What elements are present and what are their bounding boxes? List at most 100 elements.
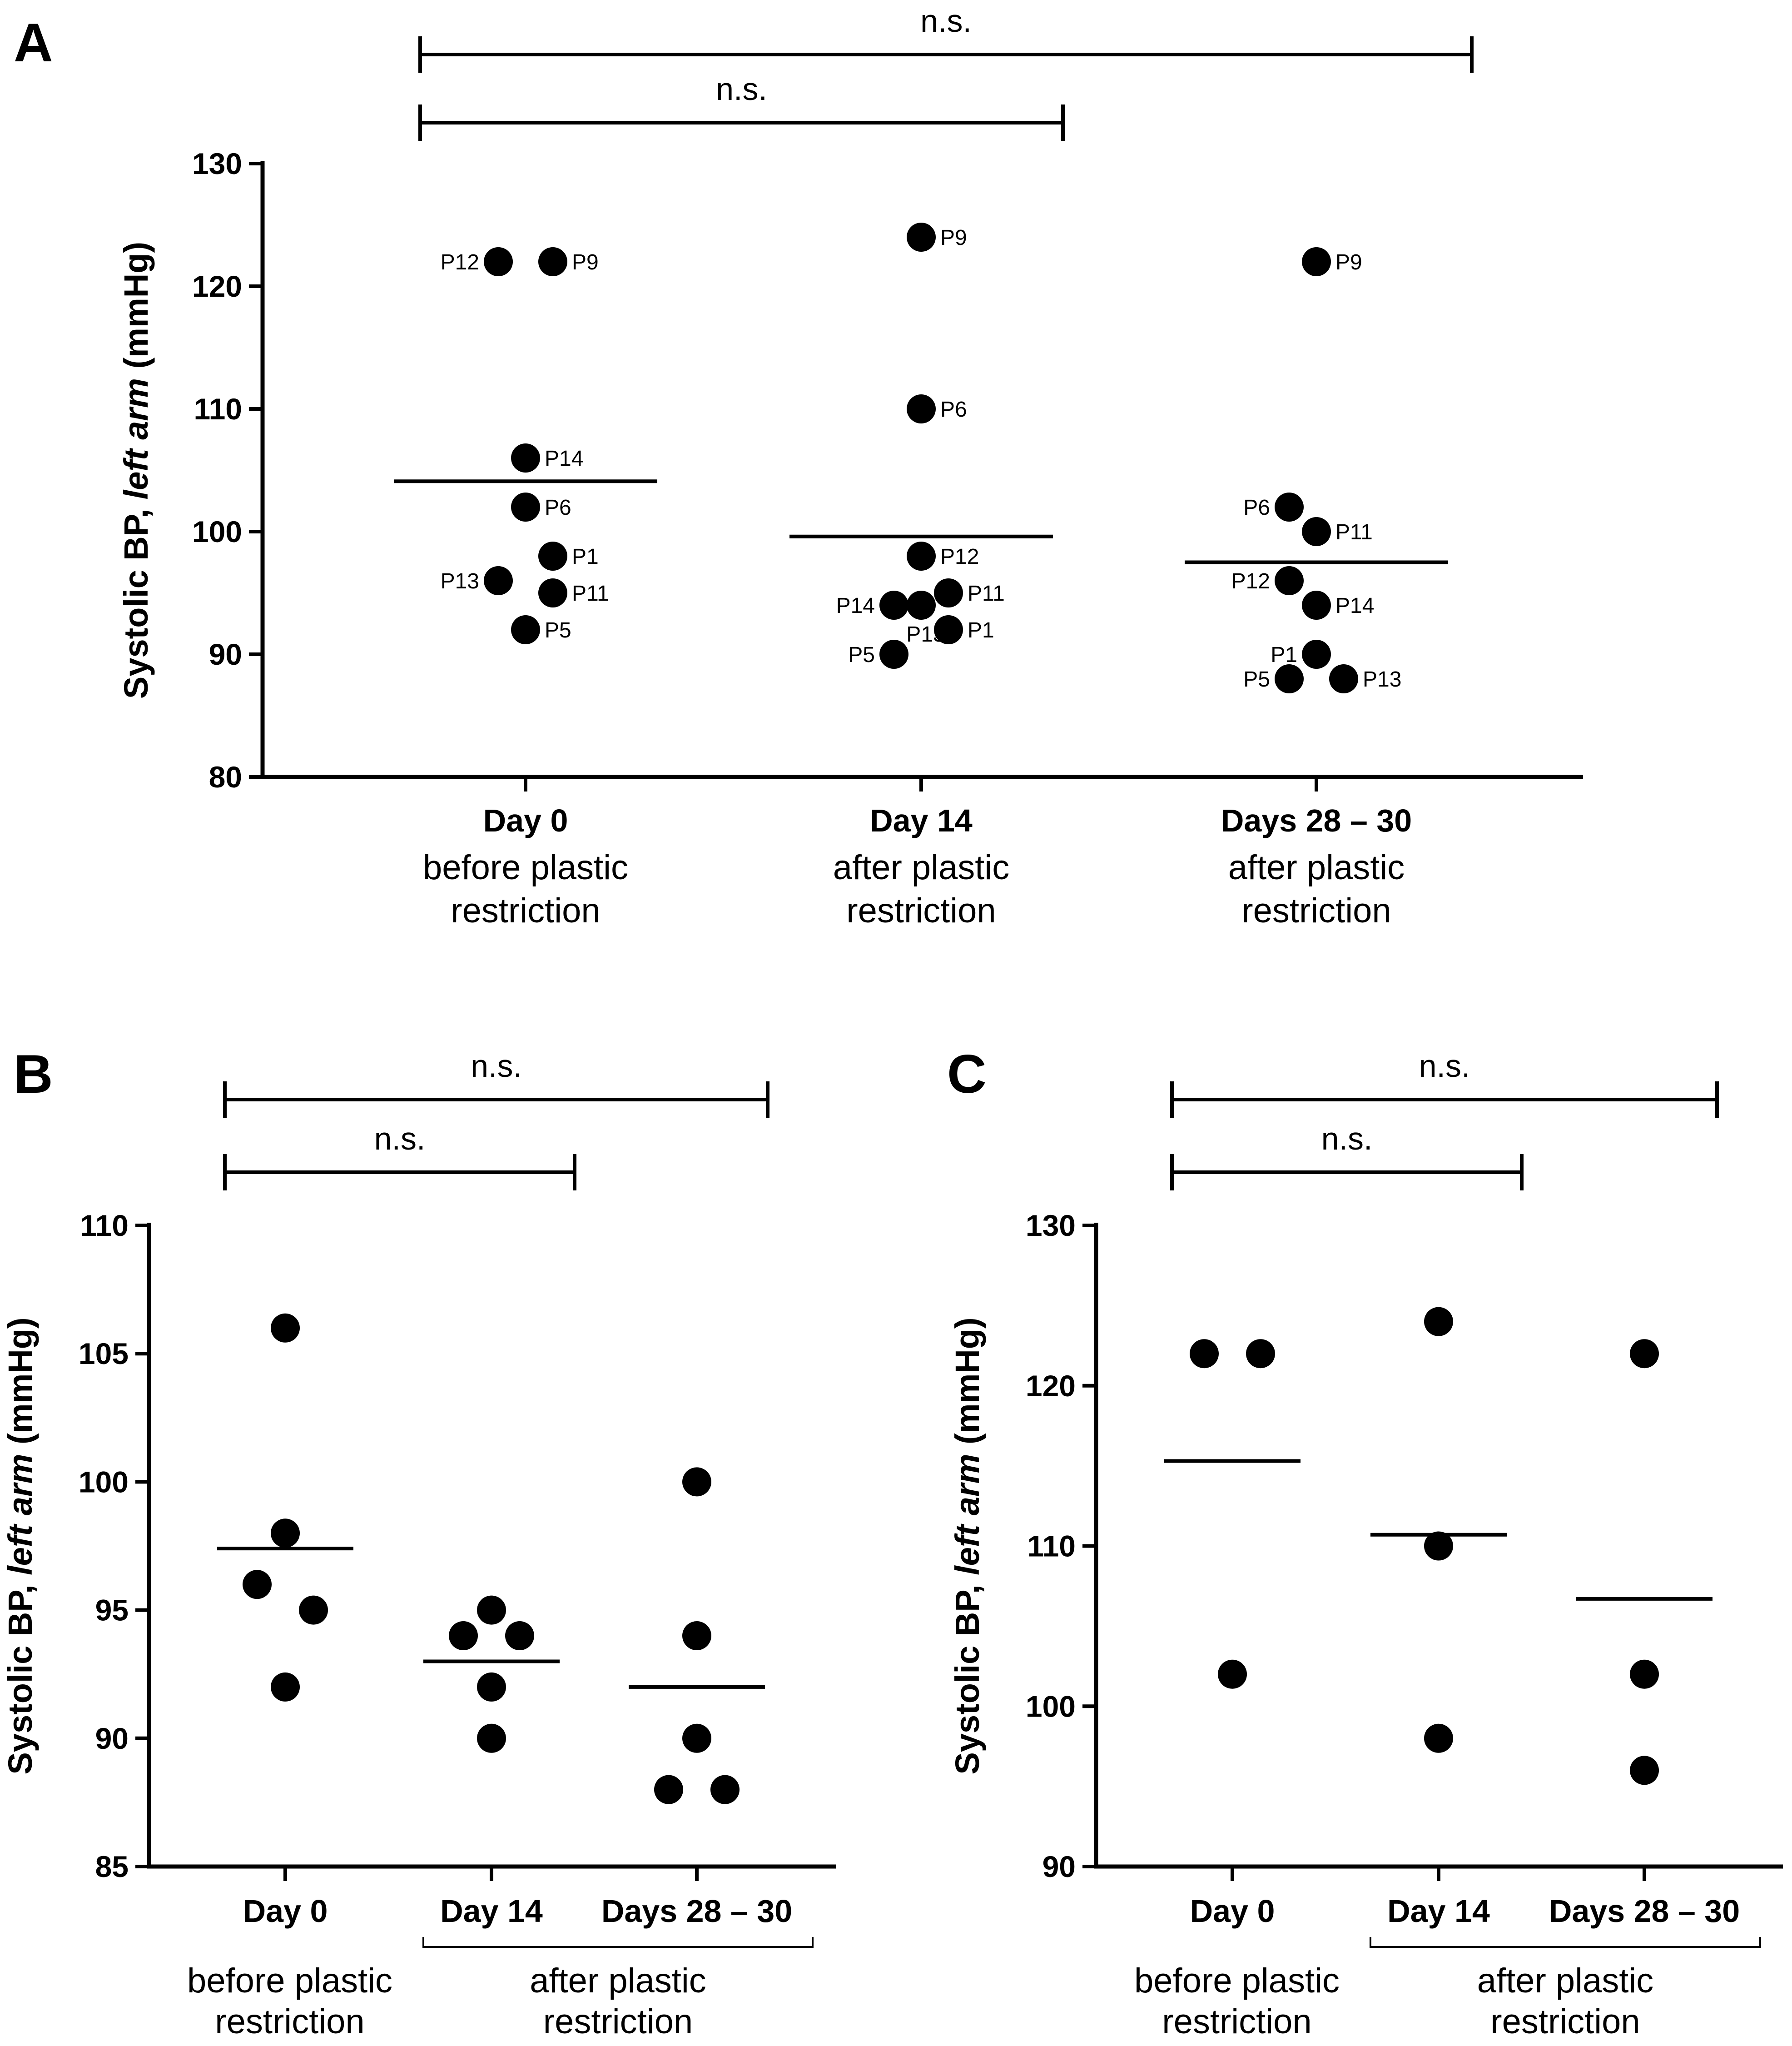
group-bracket	[1370, 1937, 1761, 1948]
point-label: P9	[1335, 250, 1362, 274]
point-label: P14	[545, 447, 583, 471]
data-point	[511, 493, 540, 522]
data-point	[907, 591, 936, 620]
data-point	[477, 1672, 506, 1702]
x-category-sublabel: before plastic	[423, 848, 628, 887]
group-label: restriction	[1490, 2002, 1640, 2041]
data-point	[1630, 1339, 1659, 1369]
data-point	[1302, 517, 1331, 546]
data-point	[505, 1621, 534, 1651]
data-point	[511, 615, 540, 644]
data-point	[449, 1621, 478, 1651]
point-label: P6	[1243, 496, 1270, 520]
point-label: P11	[572, 582, 609, 606]
data-point	[1302, 591, 1331, 620]
y-tick-label: 110	[80, 1209, 129, 1242]
x-category-label: Day 0	[243, 1893, 328, 1929]
y-axis-label-prefix: Systolic BP,	[117, 499, 155, 699]
significance-label: n.s.	[471, 1048, 522, 1084]
group-label: restriction	[543, 2002, 693, 2041]
y-axis-label-italic: left arm	[948, 1454, 986, 1575]
group-label: before plastic	[1134, 1961, 1340, 2000]
x-category-label: Days 28 – 30	[601, 1893, 792, 1929]
y-axis-label: Systolic BP, left arm (mmHg)	[1, 1317, 39, 1774]
data-point	[1424, 1531, 1453, 1561]
point-label: P5	[848, 643, 875, 667]
data-point	[907, 223, 936, 252]
data-point	[879, 591, 908, 620]
point-label: P1	[968, 618, 994, 642]
point-label: P13	[1363, 667, 1401, 692]
data-point	[654, 1775, 683, 1804]
data-point	[538, 247, 567, 276]
point-label: P12	[940, 545, 979, 569]
data-point	[1246, 1339, 1275, 1369]
panel-a: A 80 90 100 110 120 130 Systolic BP, left arm (…	[14, 3, 1583, 930]
data-point	[477, 1595, 506, 1625]
panel-b: B 85 90 95 100 105 110 Systolic BP, left arm (m…	[1, 1044, 836, 2041]
significance-label: n.s.	[920, 3, 972, 39]
point-label: P14	[836, 594, 875, 618]
data-point	[243, 1570, 272, 1599]
point-label: P14	[1335, 594, 1374, 618]
y-axis-label: Systolic BP, left arm (mmHg)	[117, 242, 155, 699]
panel-letter: C	[947, 1044, 987, 1105]
y-axis-label: Systolic BP, left arm (mmHg)	[948, 1317, 986, 1774]
point-label: P6	[940, 398, 967, 422]
data-point	[484, 566, 513, 595]
data-point	[1329, 664, 1358, 693]
data-point	[682, 1621, 711, 1651]
group-label: after plastic	[1477, 1961, 1654, 2000]
data-point	[1424, 1307, 1453, 1336]
point-label: P1	[1271, 643, 1297, 667]
y-tick-label: 120	[192, 269, 242, 303]
y-axis-label-suffix: (mmHg)	[1, 1317, 39, 1454]
x-category-label: Days 28 – 30	[1221, 803, 1412, 838]
y-tick-label: 90	[209, 637, 242, 671]
x-category-label: Day 14	[440, 1893, 543, 1929]
y-axis-label-suffix: (mmHg)	[948, 1317, 986, 1454]
y-tick-label: 130	[1026, 1209, 1076, 1242]
x-category-sublabel: restriction	[1241, 891, 1391, 930]
group-label: restriction	[1162, 2002, 1311, 2041]
x-category-label: Day 14	[870, 803, 973, 838]
data-point	[271, 1313, 300, 1343]
y-tick-label: 130	[192, 147, 242, 180]
group-label: after plastic	[530, 1961, 706, 2000]
data-point	[682, 1467, 711, 1497]
data-point	[1190, 1339, 1219, 1369]
data-point	[682, 1723, 711, 1753]
x-category-label: Day 0	[1190, 1893, 1275, 1929]
point-label: P9	[572, 250, 599, 274]
y-axis-label-prefix: Systolic BP,	[1, 1575, 39, 1775]
data-point	[271, 1518, 300, 1548]
data-point	[1630, 1756, 1659, 1785]
significance-label: n.s.	[374, 1121, 426, 1156]
point-label: P13	[441, 569, 479, 593]
data-point	[477, 1723, 506, 1753]
x-category-label: Day 0	[483, 803, 568, 838]
data-point	[1218, 1659, 1247, 1689]
point-label: P9	[940, 226, 967, 250]
data-point	[879, 640, 908, 669]
panel-letter: A	[14, 12, 53, 73]
point-label: P12	[441, 250, 479, 274]
significance-label: n.s.	[1321, 1121, 1373, 1156]
x-category-sublabel: restriction	[451, 891, 600, 930]
data-point	[907, 542, 936, 571]
y-tick-label: 100	[1026, 1689, 1076, 1723]
group-label: restriction	[215, 2002, 364, 2041]
x-category-sublabel: restriction	[846, 891, 996, 930]
data-point	[1275, 493, 1304, 522]
y-tick-label: 110	[1028, 1529, 1076, 1563]
data-point	[1630, 1659, 1659, 1689]
panel-c: C 90 100 110 120 130 Systolic BP, left arm (mm…	[947, 1044, 1783, 2041]
data-point	[1275, 566, 1304, 595]
data-point	[934, 578, 963, 607]
data-point	[1275, 664, 1304, 693]
significance-label: n.s.	[716, 71, 767, 107]
y-tick-label: 105	[79, 1337, 129, 1370]
point-label: P11	[1335, 520, 1373, 544]
data-point	[710, 1775, 740, 1804]
